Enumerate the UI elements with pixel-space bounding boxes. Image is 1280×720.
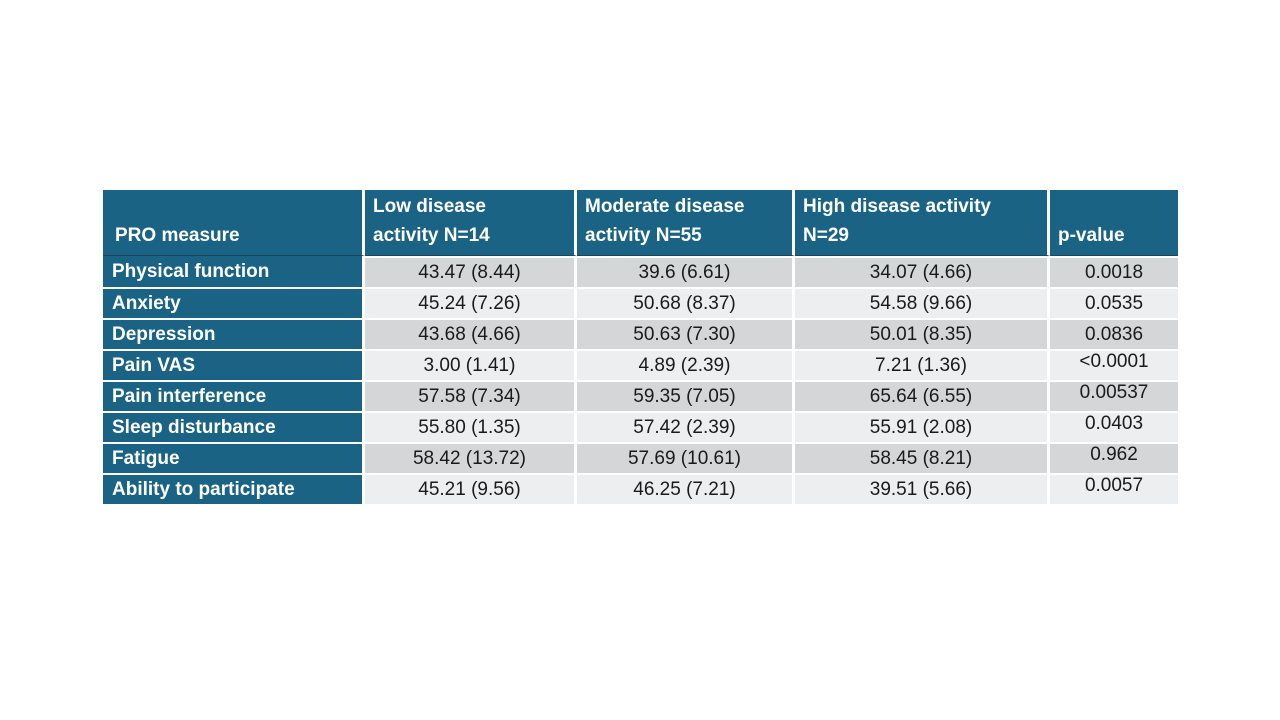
header-p-value: p-value: [1050, 190, 1178, 256]
cell-p-value: 0.00537: [1050, 380, 1178, 411]
cell-p-value: 0.0403: [1050, 411, 1178, 442]
header-moderate-disease: Moderate disease activity N=55: [577, 190, 795, 256]
cell-low: 45.21 (9.56): [365, 473, 577, 504]
cell-high: 50.01 (8.35): [795, 318, 1050, 349]
cell-low: 55.80 (1.35): [365, 411, 577, 442]
cell-moderate: 50.63 (7.30): [577, 318, 795, 349]
cell-low: 3.00 (1.41): [365, 349, 577, 380]
cell-high: 65.64 (6.55): [795, 380, 1050, 411]
table-row: Depression 43.68 (4.66) 50.63 (7.30) 50.…: [103, 318, 1178, 349]
header-low-disease: Low disease activity N=14: [365, 190, 577, 256]
table-row: Ability to participate 45.21 (9.56) 46.2…: [103, 473, 1178, 504]
cell-low: 43.68 (4.66): [365, 318, 577, 349]
cell-measure: Fatigue: [103, 442, 365, 473]
table-row: Physical function 43.47 (8.44) 39.6 (6.6…: [103, 256, 1178, 287]
cell-moderate: 46.25 (7.21): [577, 473, 795, 504]
cell-measure: Pain interference: [103, 380, 365, 411]
cell-p-value: 0.0057: [1050, 473, 1178, 504]
cell-p-value: 0.962: [1050, 442, 1178, 473]
table-row: Anxiety 45.24 (7.26) 50.68 (8.37) 54.58 …: [103, 287, 1178, 318]
cell-measure: Anxiety: [103, 287, 365, 318]
cell-high: 7.21 (1.36): [795, 349, 1050, 380]
cell-low: 57.58 (7.34): [365, 380, 577, 411]
cell-p-value: 0.0836: [1050, 318, 1178, 349]
cell-measure: Sleep disturbance: [103, 411, 365, 442]
cell-moderate: 4.89 (2.39): [577, 349, 795, 380]
cell-low: 58.42 (13.72): [365, 442, 577, 473]
cell-high: 55.91 (2.08): [795, 411, 1050, 442]
cell-moderate: 50.68 (8.37): [577, 287, 795, 318]
cell-measure: Depression: [103, 318, 365, 349]
cell-p-value: 0.0535: [1050, 287, 1178, 318]
cell-high: 34.07 (4.66): [795, 256, 1050, 287]
cell-measure: Ability to participate: [103, 473, 365, 504]
cell-high: 58.45 (8.21): [795, 442, 1050, 473]
cell-low: 45.24 (7.26): [365, 287, 577, 318]
cell-moderate: 59.35 (7.05): [577, 380, 795, 411]
pro-measures-table: PRO measure Low disease activity N=14 Mo…: [103, 190, 1178, 504]
cell-moderate: 57.42 (2.39): [577, 411, 795, 442]
header-high-disease: High disease activity N=29: [795, 190, 1050, 256]
table-row: Fatigue 58.42 (13.72) 57.69 (10.61) 58.4…: [103, 442, 1178, 473]
cell-p-value: 0.0018: [1050, 256, 1178, 287]
header-row: PRO measure Low disease activity N=14 Mo…: [103, 190, 1178, 256]
table-row: Pain interference 57.58 (7.34) 59.35 (7.…: [103, 380, 1178, 411]
cell-p-value: <0.0001: [1050, 349, 1178, 380]
cell-high: 54.58 (9.66): [795, 287, 1050, 318]
header-pro-measure: PRO measure: [103, 190, 365, 256]
cell-measure: Pain VAS: [103, 349, 365, 380]
cell-low: 43.47 (8.44): [365, 256, 577, 287]
cell-high: 39.51 (5.66): [795, 473, 1050, 504]
cell-moderate: 57.69 (10.61): [577, 442, 795, 473]
table-row: Pain VAS 3.00 (1.41) 4.89 (2.39) 7.21 (1…: [103, 349, 1178, 380]
table-row: Sleep disturbance 55.80 (1.35) 57.42 (2.…: [103, 411, 1178, 442]
cell-moderate: 39.6 (6.61): [577, 256, 795, 287]
cell-measure: Physical function: [103, 256, 365, 287]
